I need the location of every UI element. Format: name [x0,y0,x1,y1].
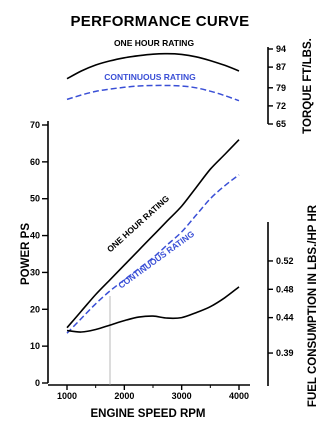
power-one-hour-label: ONE HOUR RATING [105,193,172,254]
curves [66,52,240,334]
torque-tick-label: 65 [276,119,286,129]
fuel-tick-label: 0.44 [276,313,294,323]
power-tick-label: 0 [35,378,40,388]
power-tick-label: 60 [30,157,40,167]
power-tick-label: 40 [30,231,40,241]
rpm-tick-label: 1000 [57,391,77,401]
fuel-tick-label: 0.52 [276,256,294,266]
power-tick-label: 50 [30,194,40,204]
power-tick-label: 70 [30,120,40,130]
power-tick-label: 30 [30,267,40,277]
rpm-tick-label: 3000 [172,391,192,401]
fuel-axis-label: FUEL CONSUMPTION IN LBS./HP HR [307,204,319,407]
torque-tick-label: 87 [276,62,286,72]
torque-axis-label: TORQUE FT/LBS. [302,38,314,134]
power-axis-label: POWER PS [20,223,32,285]
torque-continuous-curve [66,84,240,102]
power-tick-label: 10 [30,341,40,351]
power-tick-label: 20 [30,304,40,314]
torque-tick-label: 94 [276,44,286,54]
fuel-tick-label: 0.48 [276,284,294,294]
torque-continuous-label: CONTINUOUS RATING [104,72,196,82]
rpm-tick-label: 4000 [229,391,249,401]
power-continuous-curve [66,174,240,334]
fuel-consumption-curve [66,286,240,333]
torque-tick-label: 72 [276,101,286,111]
axes [42,47,273,390]
torque-one-hour-curve [66,52,240,80]
rpm-axis-label: ENGINE SPEED RPM [90,408,205,420]
power-one-hour-curve [66,139,240,329]
fuel-tick-label: 0.39 [276,348,294,358]
chart-title: PERFORMANCE CURVE [70,13,249,30]
torque-tick-label: 79 [276,83,286,93]
labels: 0 10 20 30 40 50 60 70 POWER PS 1000 2000 3000 4000 E… [20,38,319,420]
rpm-tick-label: 2000 [114,391,134,401]
torque-one-hour-label: ONE HOUR RATING [114,38,195,48]
